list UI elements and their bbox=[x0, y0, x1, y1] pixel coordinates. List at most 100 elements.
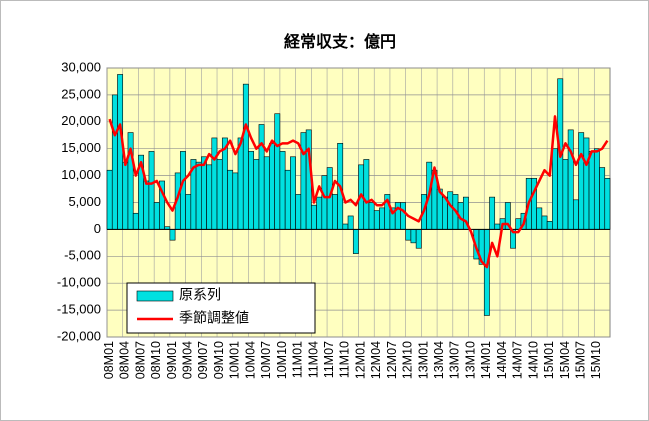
y-tick-label: 0 bbox=[94, 221, 101, 236]
bar bbox=[132, 212, 139, 230]
bar bbox=[221, 137, 228, 230]
bar bbox=[316, 196, 323, 230]
x-tick-label: 15M07 bbox=[573, 341, 587, 379]
bar bbox=[201, 156, 207, 230]
x-tick-label: 13M04 bbox=[432, 341, 446, 379]
bar bbox=[536, 207, 543, 230]
x-tick-label: 09M01 bbox=[165, 341, 179, 379]
bar bbox=[447, 191, 454, 230]
x-tick-label: 10M07 bbox=[259, 341, 273, 379]
x-tick-label: 14M07 bbox=[511, 341, 525, 379]
bar bbox=[169, 229, 176, 241]
bar bbox=[185, 194, 192, 230]
bar bbox=[405, 229, 412, 241]
y-tick-label: -20,000 bbox=[57, 328, 101, 343]
x-tick-label: 10M01 bbox=[228, 341, 242, 379]
bar bbox=[127, 132, 134, 230]
x-tick-label: 11M10 bbox=[338, 341, 352, 378]
bar bbox=[258, 124, 265, 230]
bar bbox=[400, 202, 406, 230]
bar bbox=[253, 159, 260, 230]
bar bbox=[321, 175, 328, 230]
bar bbox=[206, 164, 213, 230]
bar bbox=[153, 202, 160, 230]
bar bbox=[232, 172, 239, 230]
x-tick-label: 08M07 bbox=[133, 341, 147, 379]
y-tick-label: 15,000 bbox=[61, 140, 101, 155]
y-tick-label: -15,000 bbox=[57, 302, 101, 317]
x-tick-label: 09M10 bbox=[212, 341, 226, 379]
bar bbox=[274, 113, 281, 230]
bar bbox=[352, 229, 359, 254]
x-tick-label: 14M10 bbox=[526, 341, 540, 379]
chart-title: 経常収支：億円 bbox=[284, 32, 396, 51]
bar bbox=[269, 143, 275, 230]
bar bbox=[415, 229, 422, 249]
bar bbox=[242, 83, 249, 230]
x-tick-label: 14M01 bbox=[479, 341, 493, 379]
bar bbox=[562, 159, 569, 230]
y-tick-label: 20,000 bbox=[61, 113, 101, 128]
y-tick-label: -10,000 bbox=[57, 275, 101, 290]
bar bbox=[546, 221, 553, 230]
bar bbox=[368, 202, 375, 230]
bar bbox=[552, 148, 558, 230]
bar bbox=[342, 223, 349, 230]
y-tick-label: 25,000 bbox=[61, 86, 101, 101]
x-tick-label: 08M01 bbox=[102, 341, 116, 379]
bar bbox=[279, 151, 286, 230]
x-tick-label: 14M04 bbox=[495, 341, 509, 379]
y-tick-label: 5,000 bbox=[68, 194, 101, 209]
bar bbox=[295, 194, 302, 230]
bar bbox=[483, 229, 490, 316]
bar bbox=[117, 74, 124, 230]
bar bbox=[394, 202, 401, 230]
x-tick-label: 13M10 bbox=[463, 341, 477, 379]
legend-label: 原系列 bbox=[179, 287, 221, 303]
x-tick-label: 12M07 bbox=[385, 341, 399, 379]
bar bbox=[573, 199, 579, 230]
bar bbox=[373, 210, 380, 230]
x-tick-label: 15M01 bbox=[542, 341, 556, 379]
bar bbox=[311, 204, 317, 230]
x-tick-label: 08M10 bbox=[149, 341, 163, 379]
bar bbox=[541, 215, 548, 230]
x-tick-label: 09M07 bbox=[196, 341, 210, 379]
bar bbox=[347, 215, 354, 230]
bar bbox=[604, 177, 611, 230]
bar bbox=[237, 137, 244, 230]
bar bbox=[410, 229, 417, 244]
x-tick-label: 11M04 bbox=[306, 341, 320, 378]
y-tick-label: -5,000 bbox=[64, 248, 101, 263]
bar bbox=[363, 159, 370, 230]
line bbox=[108, 115, 609, 269]
bar bbox=[195, 161, 202, 230]
bar bbox=[143, 180, 150, 230]
x-tick-label: 15M04 bbox=[558, 341, 572, 379]
x-tick-label: 10M10 bbox=[275, 341, 289, 379]
x-tick-label: 09M04 bbox=[181, 341, 195, 379]
bar bbox=[588, 151, 595, 230]
y-tick-label: 30,000 bbox=[61, 59, 101, 74]
bar bbox=[106, 169, 113, 230]
bar bbox=[284, 169, 291, 230]
y-tick-label: 10,000 bbox=[61, 167, 101, 182]
bar bbox=[227, 169, 234, 230]
bar bbox=[583, 137, 590, 230]
bar bbox=[248, 151, 255, 230]
bar bbox=[578, 132, 585, 230]
bar bbox=[489, 196, 496, 230]
x-tick-label: 11M01 bbox=[291, 341, 305, 378]
bar bbox=[300, 132, 307, 230]
bar bbox=[263, 156, 270, 230]
bar bbox=[494, 223, 501, 230]
x-tick-label: 11M07 bbox=[322, 341, 336, 378]
bar bbox=[332, 194, 338, 230]
bar bbox=[593, 148, 600, 230]
bar bbox=[216, 159, 223, 230]
bar bbox=[567, 129, 574, 230]
x-tick-label: 08M04 bbox=[118, 341, 132, 379]
bar bbox=[326, 167, 333, 230]
legend-swatch bbox=[136, 290, 174, 302]
